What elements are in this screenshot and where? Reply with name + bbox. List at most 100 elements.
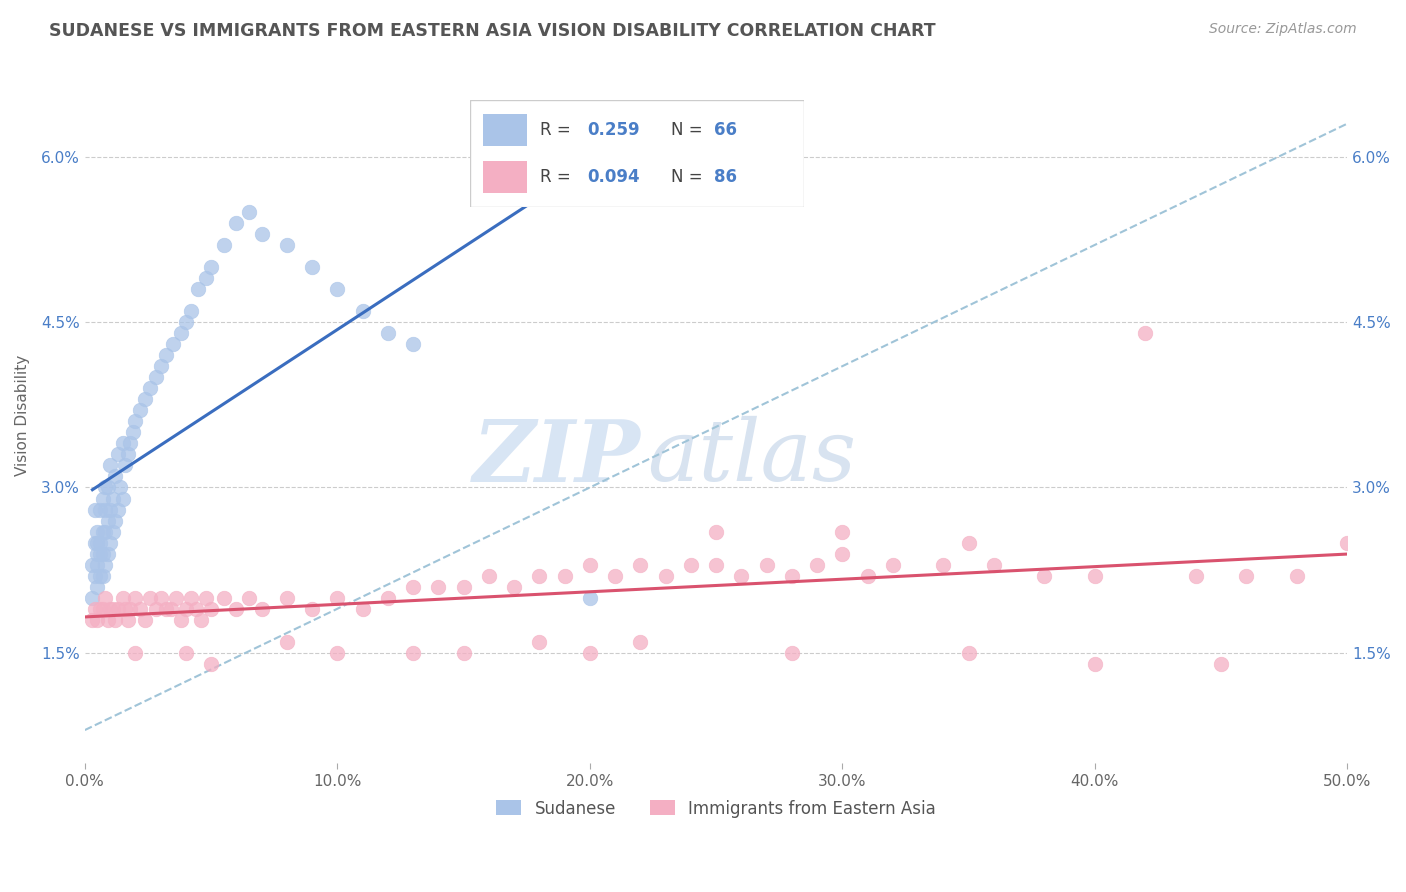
Point (97, 613, 120, 627)
Point (184, 601, 207, 615)
Point (101, 601, 124, 615)
Point (1336, 535, 1358, 549)
Point (1033, 568, 1056, 582)
Point (129, 601, 152, 615)
Point (957, 646, 980, 660)
Point (180, 591, 202, 605)
Point (114, 458, 136, 473)
Point (86, 535, 108, 549)
Point (107, 447, 129, 461)
Point (91, 601, 114, 615)
Point (101, 491, 124, 506)
Point (84, 568, 107, 582)
Point (149, 591, 172, 605)
Point (104, 613, 127, 627)
Point (124, 591, 146, 605)
Point (86, 580, 108, 594)
Point (89, 601, 111, 615)
Point (200, 657, 222, 671)
Point (212, 591, 235, 605)
Point (1135, 326, 1157, 340)
Point (856, 568, 879, 582)
Point (1184, 568, 1206, 582)
Point (139, 591, 162, 605)
Point (402, 646, 425, 660)
Point (529, 568, 551, 582)
Point (155, 348, 177, 362)
Point (730, 568, 752, 582)
Point (402, 337, 425, 351)
Point (111, 591, 134, 605)
Point (91, 491, 114, 506)
Point (98, 502, 121, 516)
Point (94, 591, 117, 605)
Point (957, 535, 980, 549)
Point (97, 514, 120, 528)
Y-axis label: Vision Disability: Vision Disability (15, 355, 30, 476)
Point (117, 447, 139, 461)
Point (120, 436, 142, 450)
Point (89, 502, 111, 516)
Point (170, 326, 193, 340)
Point (377, 326, 399, 340)
Point (704, 558, 727, 572)
Point (98, 458, 121, 473)
Point (170, 613, 193, 627)
Point (503, 580, 526, 594)
Point (82, 558, 104, 572)
Point (174, 601, 197, 615)
Point (554, 568, 576, 582)
Point (114, 601, 136, 615)
Point (98, 601, 121, 615)
Point (250, 601, 273, 615)
Point (1084, 568, 1107, 582)
Point (91, 568, 114, 582)
Point (120, 601, 142, 615)
Text: SUDANESE VS IMMIGRANTS FROM EASTERN ASIA VISION DISABILITY CORRELATION CHART: SUDANESE VS IMMIGRANTS FROM EASTERN ASIA… (49, 22, 936, 40)
Point (780, 568, 803, 582)
Point (578, 646, 600, 660)
Point (427, 580, 450, 594)
Point (200, 601, 222, 615)
Point (107, 601, 129, 615)
Point (1209, 657, 1232, 671)
Point (94, 481, 117, 495)
Point (134, 613, 156, 627)
Point (831, 524, 853, 539)
Text: atlas: atlas (647, 417, 856, 499)
Point (124, 646, 146, 660)
Point (84, 601, 107, 615)
Point (704, 524, 727, 539)
Point (145, 370, 167, 384)
Point (200, 260, 222, 274)
Point (276, 591, 298, 605)
Point (654, 568, 676, 582)
Point (276, 635, 298, 649)
Point (326, 591, 349, 605)
Point (97, 547, 120, 561)
Point (187, 282, 209, 296)
Point (82, 613, 104, 627)
Point (94, 502, 117, 516)
Point (145, 601, 167, 615)
Point (529, 635, 551, 649)
Point (89, 535, 111, 549)
Legend: Sudanese, Immigrants from Eastern Asia: Sudanese, Immigrants from Eastern Asia (489, 793, 942, 824)
Point (86, 558, 108, 572)
Point (84, 535, 107, 549)
Point (1285, 568, 1308, 582)
Point (117, 613, 139, 627)
Point (98, 535, 121, 549)
Point (174, 315, 197, 329)
Point (104, 469, 127, 483)
Point (402, 580, 425, 594)
Point (195, 271, 218, 285)
Point (453, 646, 475, 660)
Point (225, 216, 247, 230)
Point (149, 359, 172, 374)
Point (89, 568, 111, 582)
Point (1234, 568, 1257, 582)
Point (134, 392, 156, 407)
Point (195, 591, 218, 605)
Point (276, 238, 298, 252)
